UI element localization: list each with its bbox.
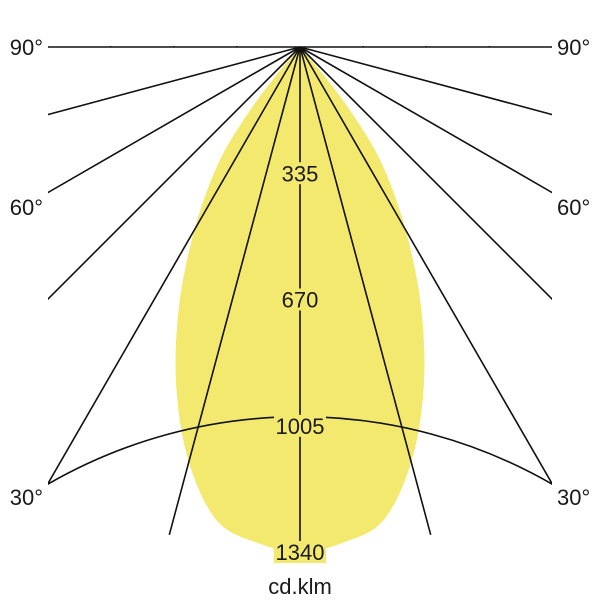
angle-label-right: 30° [557, 485, 590, 510]
radial-tick-label: 335 [282, 161, 319, 186]
grid-radial-line [299, 46, 552, 194]
grid-radial-line [299, 46, 552, 301]
radial-tick-labels: 335 670 1005 1340 [274, 161, 326, 565]
unit-label: cd.klm [268, 574, 332, 599]
grid-circle [0, 0, 600, 47]
tick-label-bg [274, 541, 326, 563]
grid-circle [109, 46, 491, 48]
angle-label-left: 90° [10, 35, 43, 60]
grid-radial-line [299, 46, 432, 535]
angle-label-left: 60° [10, 195, 43, 220]
grid-circle [236, 46, 364, 48]
grid-circle [172, 46, 428, 48]
grid-radial-line [48, 46, 301, 485]
grid-radial-line [48, 46, 301, 116]
tick-label-bg [274, 414, 326, 437]
radial-tick-label: 670 [282, 288, 319, 313]
grid-radial-line [48, 46, 301, 194]
grid-radial-line [48, 46, 301, 301]
grid-circle [48, 46, 552, 48]
angle-labels: 90° 90° 60° 60° 30° 30° [10, 35, 591, 510]
grid-circle [0, 0, 600, 47]
angle-label-right: 90° [557, 35, 590, 60]
grid-radial-line [168, 46, 301, 535]
tick-label-bg [274, 288, 326, 311]
radial-tick-label: 1005 [276, 414, 325, 439]
radial-tick-label: 1340 [276, 540, 325, 565]
tick-label-bg [274, 162, 326, 185]
grid-circle [0, 0, 600, 47]
grid-radial-line [299, 46, 552, 485]
grid-radial-line [299, 46, 552, 116]
angle-label-right: 60° [557, 195, 590, 220]
angle-label-left: 30° [10, 485, 43, 510]
